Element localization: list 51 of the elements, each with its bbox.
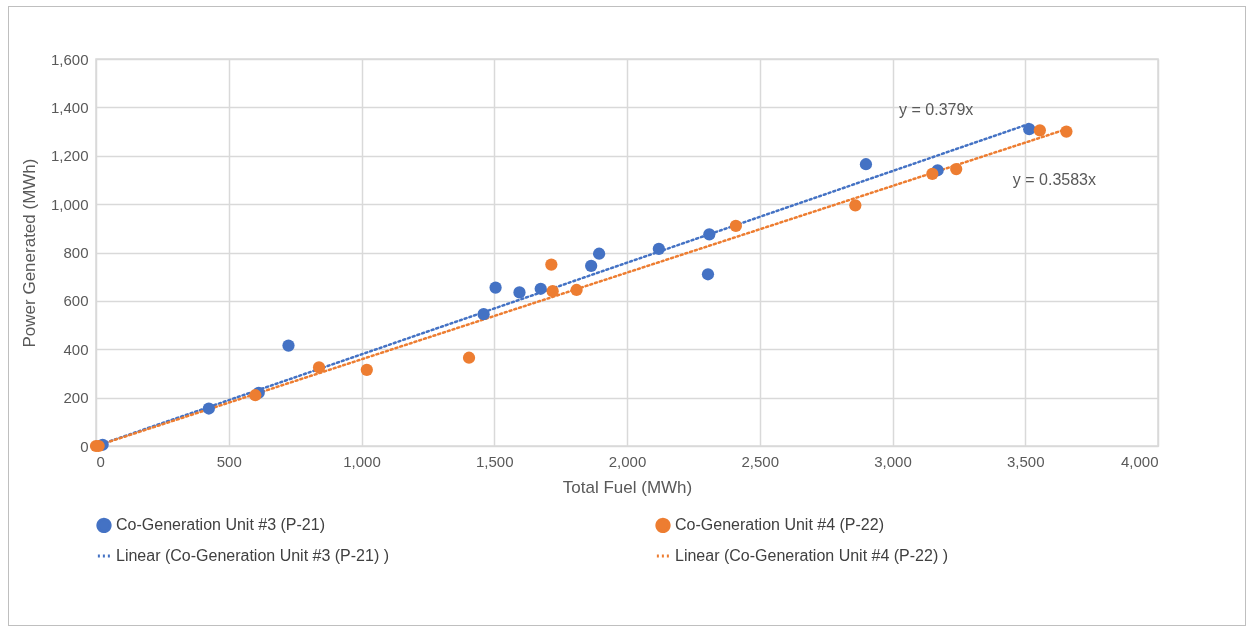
legend-label: Linear (Co-Generation Unit #4 (P-22) ) (675, 547, 949, 564)
point (545, 258, 558, 271)
point (1033, 124, 1046, 137)
point (585, 259, 598, 272)
point (859, 158, 873, 171)
y-tick-label: 1,400 (50, 98, 89, 116)
legend-label: Linear (Co-Generation Unit #3 (P-21) ) (116, 547, 390, 564)
point (570, 283, 583, 297)
y-tick-label: 200 (63, 389, 89, 407)
legend-label: Co-Generation Unit #3 (P-21) (116, 516, 325, 534)
legend-label: Co-Generation Unit #4 (P-22) (675, 516, 884, 534)
point (1023, 123, 1036, 136)
point (703, 228, 716, 241)
point (593, 247, 606, 260)
x-tick-label: 500 (216, 452, 242, 470)
annotation: y = 0.3583x (1012, 171, 1096, 189)
x-axis-title: Total Fuel (MWh) (562, 477, 693, 497)
x-tick-label: 1,500 (475, 452, 514, 470)
point (489, 281, 502, 294)
point (652, 242, 665, 255)
point (202, 402, 215, 415)
y-tick-label: 800 (63, 244, 89, 261)
point (849, 199, 862, 212)
point (513, 286, 526, 299)
point (360, 363, 373, 376)
point (534, 282, 547, 295)
point (701, 268, 715, 281)
point (950, 162, 963, 176)
point (729, 219, 742, 233)
y-tick-label: 400 (63, 340, 89, 358)
x-tick-label: 2,000 (608, 452, 647, 470)
x-tick-label: 3,500 (1006, 452, 1045, 470)
point (312, 361, 326, 374)
y-tick-label: 600 (63, 292, 89, 310)
y-axis-title: Power Generated (MWh) (19, 158, 39, 348)
x-tick-label: 4,000 (1120, 452, 1159, 470)
point (1060, 125, 1073, 138)
point (926, 167, 939, 180)
point (546, 285, 559, 298)
y-tick-label: 0 (80, 437, 89, 455)
y-tick-label: 1,600 (50, 50, 89, 68)
point (477, 308, 490, 321)
x-tick-label: 1,000 (343, 452, 381, 470)
point (462, 351, 476, 364)
x-tick-label: 0 (96, 452, 105, 470)
x-tick-label: 2,500 (741, 452, 780, 470)
annotation: y = 0.379x (899, 100, 974, 118)
x-tick-label: 3,000 (874, 452, 912, 470)
y-tick-label: 1,200 (50, 147, 89, 165)
point (282, 339, 295, 352)
y-tick-label: 1,000 (50, 195, 89, 213)
